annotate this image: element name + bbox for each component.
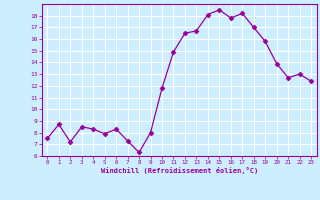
- X-axis label: Windchill (Refroidissement éolien,°C): Windchill (Refroidissement éolien,°C): [100, 167, 258, 174]
